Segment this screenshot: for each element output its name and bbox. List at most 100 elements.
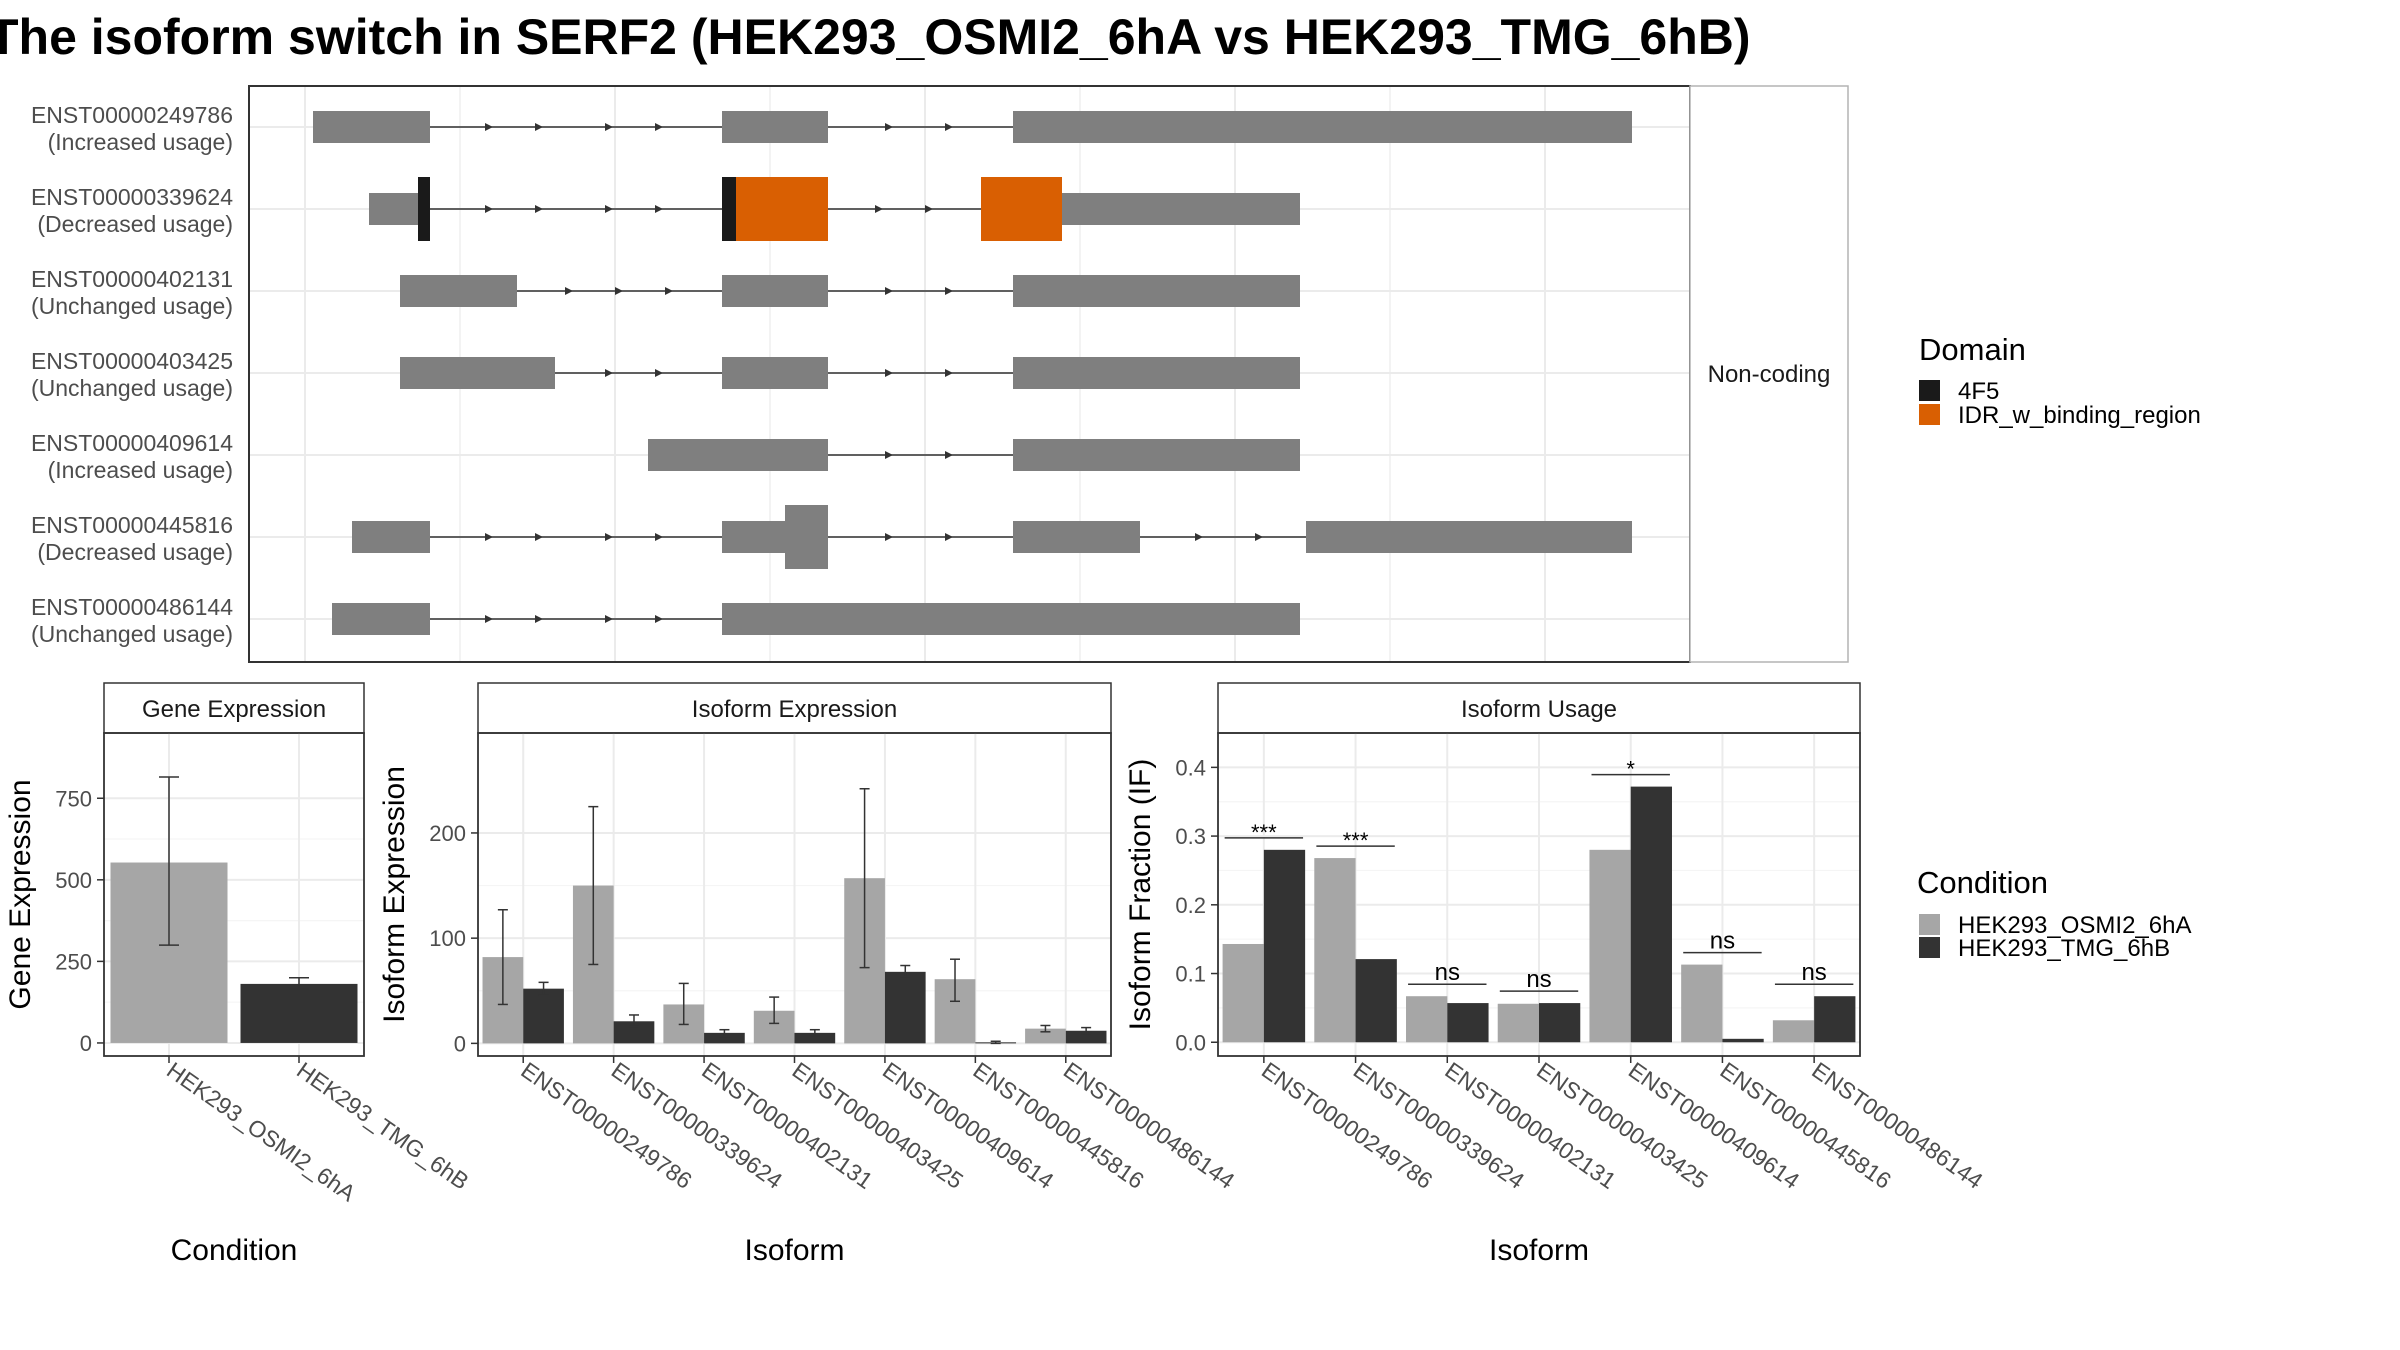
transcript-row bbox=[352, 505, 1632, 569]
bar-condition-a bbox=[1406, 996, 1448, 1043]
intron-arrow bbox=[535, 533, 543, 541]
x-tick-label: ENST00000339624 bbox=[1349, 1057, 1530, 1194]
intron-arrow bbox=[1195, 533, 1203, 541]
y-tick-label: 0.1 bbox=[1175, 962, 1206, 987]
significance-label: *** bbox=[1251, 820, 1277, 845]
bar-condition-b bbox=[1263, 849, 1306, 1043]
exon bbox=[722, 603, 1300, 635]
significance-label: ns bbox=[1435, 959, 1460, 986]
bar-condition-a bbox=[1025, 1028, 1066, 1044]
y-tick-label: 750 bbox=[55, 786, 92, 811]
bar-condition-a bbox=[1497, 1003, 1539, 1043]
y-axis-title: Isoform Fraction (IF) bbox=[1124, 759, 1157, 1031]
isoform-status-label: (Unchanged usage) bbox=[31, 621, 233, 647]
intron-arrow bbox=[875, 205, 883, 213]
exon bbox=[1013, 111, 1632, 143]
intron-arrow bbox=[655, 123, 663, 131]
error-bar bbox=[538, 981, 549, 996]
legend-key-idr bbox=[1919, 404, 1940, 425]
bar-condition-b bbox=[1814, 996, 1856, 1043]
error-bar bbox=[159, 776, 179, 946]
intron-arrow bbox=[535, 615, 543, 623]
legend-label-condition-b: HEK293_TMG_6hB bbox=[1958, 935, 2170, 962]
panel-strip bbox=[477, 682, 1112, 734]
y-tick-label: 250 bbox=[55, 949, 92, 974]
domain-idr bbox=[736, 177, 828, 241]
error-bar bbox=[289, 976, 309, 990]
bar-condition-a bbox=[1589, 849, 1631, 1043]
intron-arrow bbox=[945, 123, 953, 131]
intron-arrow bbox=[615, 287, 623, 295]
error-bar bbox=[1081, 1026, 1092, 1035]
isoform-status-label: (Decreased usage) bbox=[37, 211, 233, 237]
isoform-status-label: (Unchanged usage) bbox=[31, 375, 233, 401]
intron-arrow bbox=[605, 369, 613, 377]
intron-arrow bbox=[945, 533, 953, 541]
isoform-id-label: ENST00000486144 bbox=[31, 594, 233, 620]
legend-label-4f5: 4F5 bbox=[1958, 378, 1999, 405]
significance-label: ns bbox=[1526, 966, 1551, 993]
bar bbox=[240, 983, 358, 1043]
intron-arrow bbox=[655, 369, 663, 377]
exon bbox=[722, 521, 785, 553]
bar-condition-a bbox=[1772, 1020, 1815, 1043]
condition-legend: Condition HEK293_OSMI2_6hA HEK293_TMG_6h… bbox=[1917, 865, 2191, 962]
exon bbox=[1013, 275, 1300, 307]
x-tick-label: ENST00000402131 bbox=[1440, 1057, 1620, 1194]
intron-arrow bbox=[605, 533, 613, 541]
significance-label: *** bbox=[1343, 828, 1369, 853]
y-tick-label: 0.4 bbox=[1175, 755, 1206, 780]
exon bbox=[400, 275, 517, 307]
x-tick-label: ENST00000486144 bbox=[1059, 1057, 1240, 1194]
bar-condition-a bbox=[1222, 943, 1264, 1043]
intron-arrow bbox=[1255, 533, 1263, 541]
intron-arrow bbox=[885, 369, 893, 377]
bar-condition-b bbox=[1630, 786, 1672, 1043]
x-axis-title: Isoform bbox=[744, 1234, 844, 1267]
y-axis-title: Isoform Expression bbox=[378, 766, 411, 1023]
isoform-status-label: (Increased usage) bbox=[48, 457, 233, 483]
exon bbox=[1013, 439, 1300, 471]
legend-key-condition-a bbox=[1919, 914, 1940, 935]
transcript-row bbox=[369, 177, 1300, 241]
legend-label-idr: IDR_w_binding_region bbox=[1958, 402, 2201, 429]
exon bbox=[332, 603, 430, 635]
intron-arrow bbox=[925, 205, 933, 213]
x-tick-label: ENST00000249786 bbox=[1257, 1057, 1437, 1194]
error-bar bbox=[990, 1040, 1001, 1045]
intron-arrow bbox=[485, 533, 493, 541]
error-bar bbox=[950, 958, 961, 1003]
legend-key-condition-b bbox=[1919, 937, 1940, 958]
error-bar bbox=[1040, 1024, 1051, 1033]
exon bbox=[722, 111, 828, 143]
exon bbox=[722, 357, 828, 389]
intron-arrow bbox=[485, 205, 493, 213]
x-tick-label: ENST00000445816 bbox=[1716, 1057, 1896, 1194]
y-tick-label: 200 bbox=[429, 821, 466, 846]
intron-arrow bbox=[885, 287, 893, 295]
intron-arrow bbox=[885, 123, 893, 131]
bar-condition-b bbox=[884, 971, 926, 1044]
intron-arrow bbox=[885, 533, 893, 541]
intron-arrow bbox=[605, 205, 613, 213]
legend-label-condition-a: HEK293_OSMI2_6hA bbox=[1958, 912, 2191, 939]
error-bar bbox=[900, 964, 911, 978]
isoform-id-label: ENST00000339624 bbox=[31, 184, 233, 210]
exon bbox=[1306, 521, 1380, 553]
error-bar bbox=[719, 1028, 730, 1038]
y-tick-label: 0.0 bbox=[1175, 1030, 1206, 1055]
x-tick-label: ENST00000409614 bbox=[1624, 1057, 1805, 1194]
intron-arrow bbox=[605, 123, 613, 131]
exon bbox=[1013, 521, 1140, 553]
significance-label: * bbox=[1626, 757, 1635, 782]
significance-label: ns bbox=[1710, 928, 1735, 955]
intron-arrow bbox=[565, 287, 573, 295]
exon bbox=[400, 357, 555, 389]
error-bar bbox=[497, 909, 508, 1006]
transcript-row bbox=[313, 111, 1632, 143]
bar-condition-b bbox=[523, 988, 564, 1044]
exon bbox=[722, 275, 828, 307]
intron-arrow bbox=[485, 615, 493, 623]
